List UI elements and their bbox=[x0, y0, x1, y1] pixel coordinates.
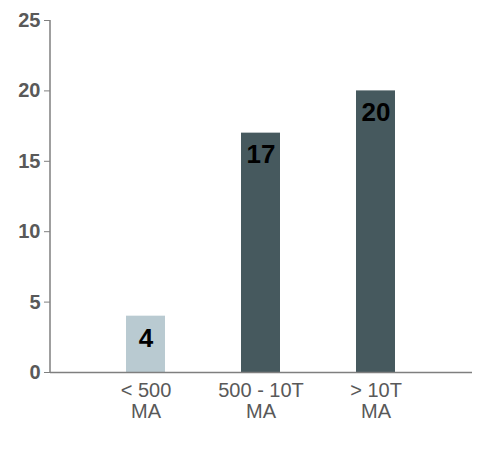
svg-text:15: 15 bbox=[18, 150, 40, 172]
svg-text:0: 0 bbox=[29, 361, 40, 383]
svg-text:< 500MA: < 500MA bbox=[121, 379, 172, 422]
svg-text:25: 25 bbox=[18, 9, 40, 31]
svg-text:20: 20 bbox=[362, 97, 391, 127]
svg-text:500 - 10TMA: 500 - 10TMA bbox=[218, 379, 304, 422]
svg-text:20: 20 bbox=[18, 79, 40, 101]
svg-text:5: 5 bbox=[29, 291, 40, 313]
svg-text:> 10TMA: > 10TMA bbox=[350, 379, 402, 422]
svg-text:10: 10 bbox=[18, 220, 40, 242]
svg-text:4: 4 bbox=[139, 323, 154, 353]
svg-text:17: 17 bbox=[247, 139, 276, 169]
